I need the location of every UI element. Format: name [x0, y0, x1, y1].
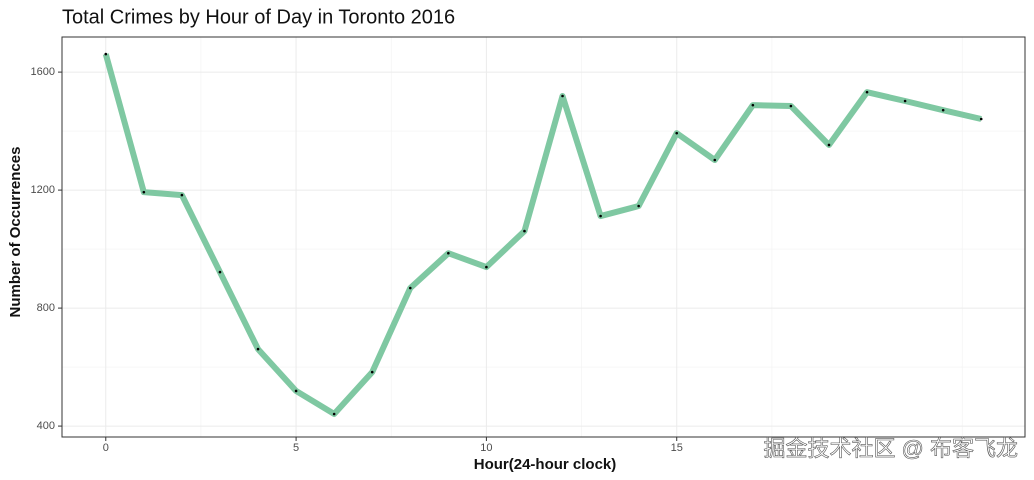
data-point: [903, 99, 907, 103]
data-point: [142, 190, 146, 194]
x-axis-label: Hour(24-hour clock): [474, 456, 617, 473]
x-tick-label: 10: [480, 442, 492, 454]
data-point: [751, 103, 755, 107]
data-point: [979, 117, 983, 121]
plot-border: [61, 36, 1026, 438]
y-tick-label: 1200: [31, 184, 55, 196]
y-tick-label: 400: [37, 420, 55, 432]
data-point: [941, 108, 945, 112]
data-point: [370, 370, 374, 374]
watermark: 掘金技术社区 @ 布客飞龙: [763, 436, 1018, 461]
data-point: [523, 229, 526, 233]
x-tick-label: 0: [103, 442, 109, 454]
chart-title: Total Crimes by Hour of Day in Toronto 2…: [62, 6, 455, 28]
data-point: [256, 347, 260, 351]
data-point: [599, 214, 602, 218]
y-tick-label: 1600: [31, 66, 55, 78]
data-point: [104, 52, 108, 56]
data-point: [485, 265, 488, 269]
data-point: [332, 412, 336, 416]
data-point: [561, 94, 564, 98]
x-tick-label: 5: [293, 442, 299, 454]
y-axis-label: Number of Occurrences: [7, 147, 24, 318]
data-point: [408, 286, 412, 290]
data-point: [447, 251, 450, 255]
data-point: [865, 90, 869, 94]
data-point: [637, 204, 640, 208]
data-point: [713, 158, 717, 162]
data-point: [180, 193, 184, 197]
data-point: [675, 131, 679, 135]
x-tick-label: 15: [671, 442, 683, 454]
data-line: [102, 53, 982, 417]
data-point: [294, 389, 298, 393]
data-point: [827, 143, 831, 147]
y-tick-label: 800: [37, 302, 55, 314]
data-point: [789, 104, 793, 108]
data-point: [218, 270, 222, 274]
